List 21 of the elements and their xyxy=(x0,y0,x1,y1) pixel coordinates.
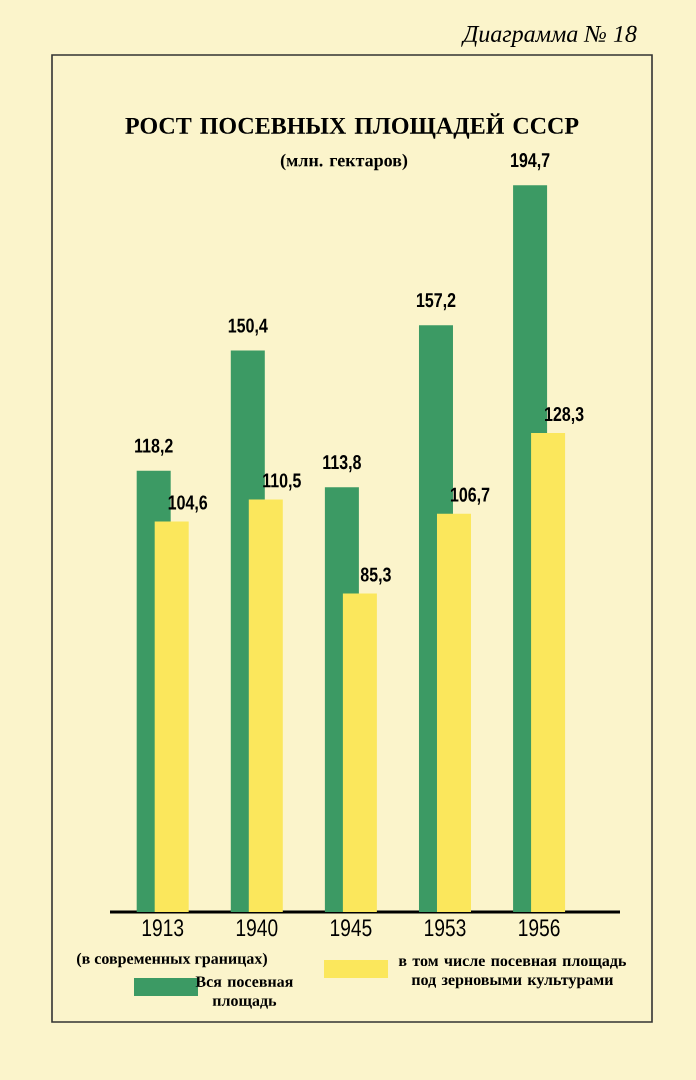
data-label: 85,3 xyxy=(360,567,391,585)
bar xyxy=(248,499,283,912)
bar xyxy=(154,521,189,912)
chart-title: РОСТ ПОСЕВНЫХ ПЛОЩАДЕЙ СССР xyxy=(125,113,579,139)
chart-subtitle: (млн. гектаров) xyxy=(280,153,408,171)
bar xyxy=(531,433,566,912)
data-label: 118,2 xyxy=(135,438,173,456)
x-tick-label: 1940 xyxy=(236,919,278,937)
legend-label: в том числе посевная площадь под зерновыми культурами xyxy=(398,958,626,989)
data-label: 150,4 xyxy=(228,318,268,336)
x-tick-label: 1953 xyxy=(425,919,466,937)
x-tick-label: 1945 xyxy=(331,919,372,937)
text: (в современных границах) xyxy=(77,952,267,968)
data-label: 157,2 xyxy=(416,293,456,311)
x-tick-label: 1956 xyxy=(519,919,560,937)
data-label: 194,7 xyxy=(511,153,550,171)
bar xyxy=(436,513,471,912)
data-label: 113,8 xyxy=(323,455,361,473)
x-tick-label: 1913 xyxy=(142,919,184,937)
text: Диаграмма № 18 xyxy=(461,25,637,47)
bar xyxy=(342,593,377,912)
